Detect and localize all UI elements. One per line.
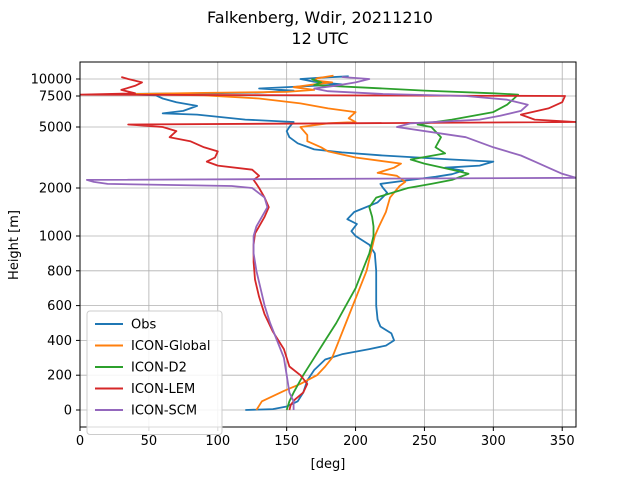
series-line-icon-global <box>134 74 407 411</box>
y-tick-label: 600 <box>47 299 72 314</box>
legend-label: ICON-LEM <box>131 382 195 397</box>
x-tick-label: 300 <box>481 434 506 449</box>
y-tick-label: 200 <box>47 369 72 384</box>
legend: Obs ICON-Global ICON-D2 ICON-LEM ICON-SCM <box>86 310 223 435</box>
x-tick-label: 350 <box>550 434 575 449</box>
series-lines <box>80 74 576 411</box>
y-tick-label: 10000 <box>31 73 72 88</box>
legend-label: Obs <box>131 318 156 333</box>
plot-frame <box>79 61 577 428</box>
y-tick-label: 5000 <box>39 121 72 136</box>
x-axis-ticks: 0 50 100 150 200 250 300 350 <box>76 427 575 449</box>
x-tick-label: 250 <box>412 434 437 449</box>
x-tick-label: 100 <box>205 434 230 449</box>
y-axis-label: Height [m] <box>7 210 22 280</box>
legend-label: ICON-D2 <box>131 361 187 376</box>
y-tick-label: 2000 <box>39 182 72 197</box>
legend-label: ICON-Global <box>131 339 211 354</box>
chart-title: Falkenberg, Wdir, 20211210 <box>207 8 433 27</box>
y-tick-label: 7500 <box>39 90 72 105</box>
y-tick-label: 1000 <box>39 230 72 245</box>
x-axis-label: [deg] <box>311 457 346 472</box>
x-tick-label: 0 <box>76 434 84 449</box>
y-axis-ticks: 0 200 400 600 800 1000 2000 5000 7500 10000 <box>31 73 80 419</box>
chart-subtitle: 12 UTC <box>291 29 348 48</box>
series-line-icon-scm <box>86 76 576 410</box>
x-tick-label: 200 <box>343 434 368 449</box>
legend-box <box>86 310 223 435</box>
y-tick-label: 400 <box>47 334 72 349</box>
legend-label: ICON-SCM <box>131 404 197 419</box>
y-tick-label: 0 <box>64 404 72 419</box>
y-tick-label: 800 <box>47 264 72 279</box>
x-tick-label: 150 <box>274 434 299 449</box>
x-tick-label: 50 <box>141 434 158 449</box>
